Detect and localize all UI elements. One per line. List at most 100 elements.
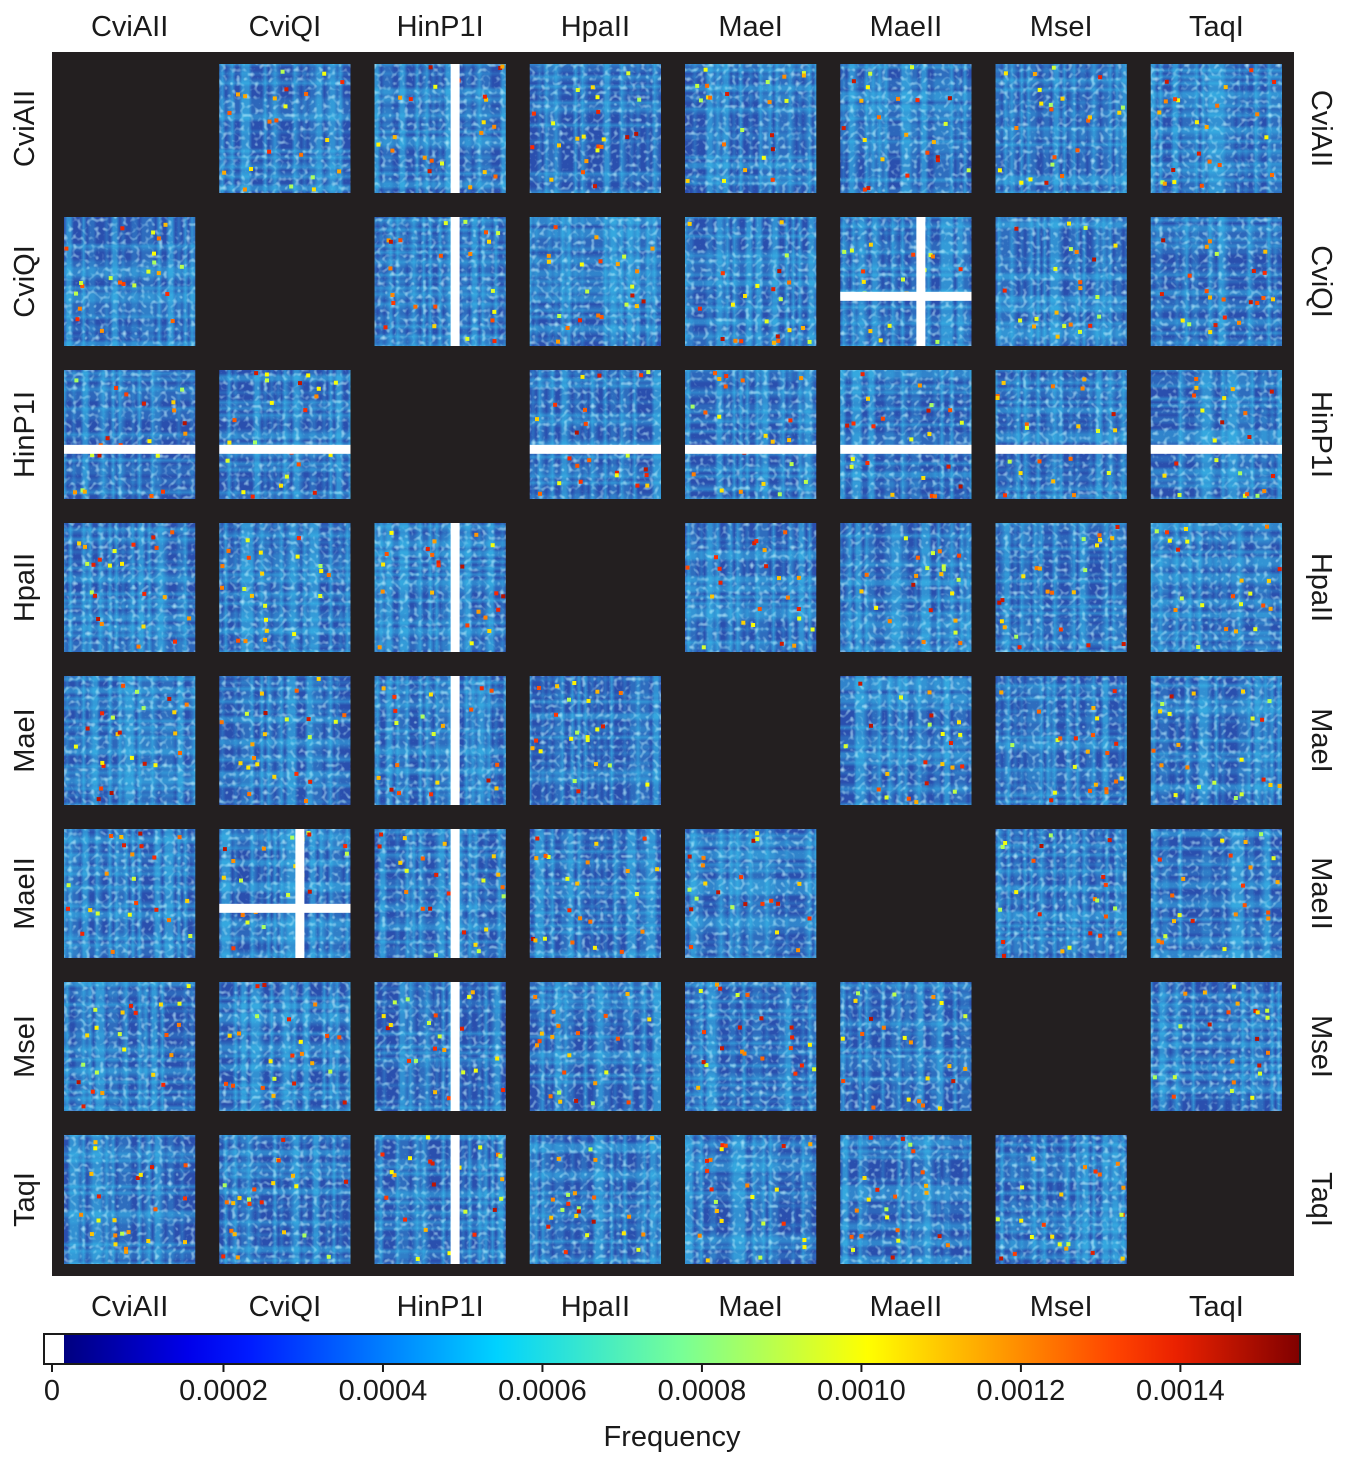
hot-cell (866, 396, 870, 401)
hot-cell (1088, 931, 1093, 936)
hot-cell (908, 1040, 913, 1045)
hot-cell (164, 1033, 169, 1037)
hot-cell (142, 591, 147, 596)
hot-cell (122, 843, 126, 848)
hot-cell (316, 386, 321, 391)
hot-cell (1032, 72, 1037, 76)
hot-cell (625, 135, 630, 140)
hot-cell (1050, 590, 1055, 595)
hot-cell (112, 1218, 117, 1223)
hot-cell (436, 563, 441, 568)
hot-cell (751, 623, 756, 627)
hot-cell (685, 565, 690, 570)
hot-cell (841, 126, 846, 131)
hot-cell (947, 96, 952, 101)
hot-cell (429, 792, 434, 797)
top-label-taqi: TaqI (1189, 11, 1244, 43)
hot-cell (1067, 945, 1072, 950)
hot-cell (641, 299, 646, 304)
hot-cell (314, 394, 319, 399)
hot-cell (77, 541, 82, 546)
hot-cell (1191, 691, 1196, 696)
hot-cell (851, 1247, 855, 1252)
hot-cell (492, 124, 497, 129)
hot-cell (866, 186, 871, 191)
hot-cell (927, 722, 932, 727)
hot-cell (718, 580, 723, 585)
hot-cell (895, 1228, 900, 1233)
hot-cell (687, 854, 692, 859)
hot-cell (1034, 566, 1039, 571)
missing-data-row (840, 444, 972, 454)
hot-cell (1212, 780, 1217, 785)
panel-speckle (840, 676, 972, 805)
hot-cell (108, 276, 113, 281)
hot-cell (945, 1243, 950, 1248)
hot-cell (241, 490, 246, 495)
hot-cell (394, 721, 399, 725)
hot-cell (779, 641, 784, 646)
hot-cell (118, 280, 122, 285)
hot-cell (470, 990, 475, 995)
hot-cell (1165, 530, 1169, 535)
hot-cell (226, 548, 231, 553)
hot-cell (997, 600, 1002, 605)
missing-data-row (529, 444, 661, 454)
hot-cell (701, 855, 706, 860)
hot-cell (953, 618, 958, 623)
panel-speckle (840, 982, 972, 1111)
hot-cell (495, 1056, 500, 1061)
hot-cell (755, 283, 760, 288)
hot-cell (950, 765, 955, 770)
hot-cell (741, 620, 746, 625)
heatmap-panel-taqi-hinp1i (374, 1135, 506, 1264)
colorbar-tick-label: 0.0008 (658, 1375, 747, 1407)
hot-cell (306, 717, 311, 722)
hot-cell (1052, 155, 1057, 160)
hot-cell (1248, 300, 1253, 305)
hot-cell (743, 902, 748, 907)
hot-cell (267, 149, 272, 154)
hot-cell (272, 1076, 277, 1081)
heatmap-panel-cviqi-maei (685, 217, 817, 346)
hot-cell (740, 378, 745, 383)
hot-cell (420, 906, 425, 911)
hot-cell (298, 381, 302, 386)
hot-cell (1119, 776, 1124, 781)
hot-cell (1029, 1235, 1034, 1239)
hot-cell (268, 1059, 273, 1064)
hot-cell (328, 1069, 333, 1074)
hot-cell (93, 1007, 98, 1012)
hot-cell (719, 1219, 724, 1223)
heatmap-panel-hinp1i-maei (685, 370, 817, 499)
hot-cell (1037, 912, 1042, 917)
hot-cell (1160, 702, 1165, 706)
hot-cell (392, 694, 397, 699)
hot-cell (645, 483, 650, 488)
hot-cell (1055, 334, 1060, 339)
hot-cell (109, 791, 114, 795)
hot-cell (1071, 590, 1076, 595)
hot-cell (550, 1197, 555, 1202)
hot-cell (739, 339, 744, 344)
hot-cell (859, 1234, 864, 1239)
hot-cell (788, 1046, 793, 1051)
hot-cell (927, 432, 932, 437)
hot-cell (1000, 845, 1005, 849)
hot-cell (1250, 1095, 1255, 1100)
hot-cell (925, 566, 930, 571)
hot-cell (739, 875, 744, 880)
hot-cell (500, 1177, 505, 1182)
hot-cell (1097, 1172, 1102, 1177)
hot-cell (1091, 733, 1095, 738)
hot-cell (250, 494, 255, 499)
hot-cell (1121, 642, 1126, 646)
hot-cell (871, 424, 876, 429)
hot-cell (645, 782, 650, 787)
hot-cell (1265, 1008, 1270, 1013)
hot-cell (1171, 168, 1176, 172)
heatmap-panel-maei-maeii (840, 676, 972, 805)
heatmap-panel-maeii-cviqi (219, 829, 351, 958)
hot-cell (784, 253, 789, 258)
